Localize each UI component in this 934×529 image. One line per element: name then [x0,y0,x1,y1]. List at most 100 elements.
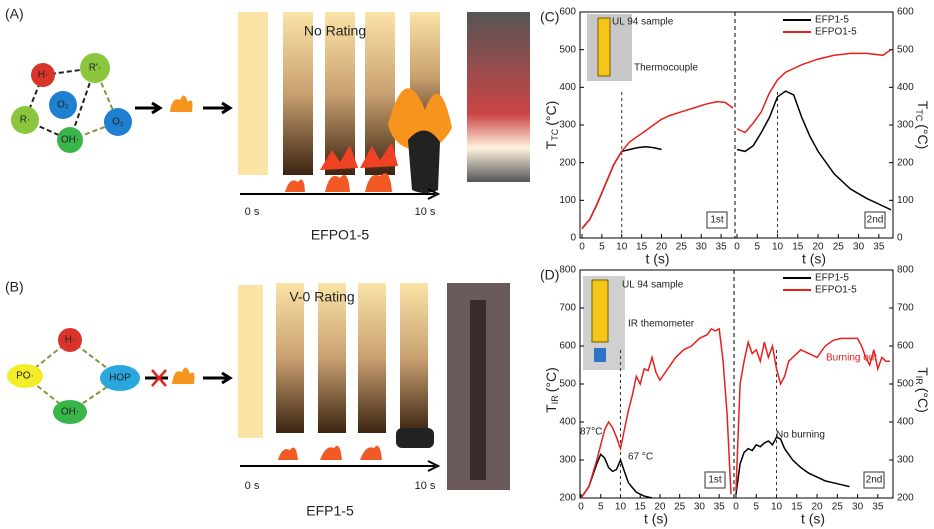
sample-strip [318,283,346,433]
y2-tick-label: 600 [897,341,914,352]
flame-icon [170,95,193,112]
axis-title-part: IR [914,376,924,386]
node-label: O₂ [112,117,124,128]
axis-title-part: (°C) [543,101,559,126]
flames [285,173,392,192]
x-tick-label: 35 [873,242,885,253]
sample-name: EFP1-5 [306,503,354,519]
x-tick-label: 5 [599,242,605,253]
x-tick-label: 15 [636,242,648,253]
x-tick-label: 25 [832,502,844,513]
segment-label: 2nd [867,215,884,226]
axis-title-part: TC [550,128,560,140]
x-tick-label: 30 [853,242,865,253]
rating: No Rating [304,23,366,39]
sample-strip [283,12,313,175]
annotation: IR themometer [628,319,695,330]
panel-label: (C) [540,9,559,25]
node-label: PO· [16,371,34,382]
time-label: 0 s [245,206,260,218]
y-tick-label: 300 [559,120,576,131]
node [7,364,43,388]
y-tick-label: 800 [559,265,576,276]
x-tick-label: 5 [598,502,604,513]
x-tick-label: 5 [753,502,759,513]
x-tick-label: 35 [872,502,884,513]
x-tick-label: 25 [674,502,686,513]
sample-strip [400,283,428,433]
y2-tick-label: 0 [897,233,903,244]
segment-label-box [863,471,885,489]
x-tick-label: 20 [812,242,824,253]
timeline [240,188,441,200]
panel-label: (D) [540,267,559,283]
arrow [203,101,233,115]
axis-title-part: T [915,101,931,110]
annotation: Burning out [826,353,877,364]
node [104,108,132,136]
inset-sensor [594,348,606,362]
x-tick-label: 35 [714,502,726,513]
x-tick-label: 10 [616,242,628,253]
rating: V-0 Rating [289,289,354,305]
panel-a: (A) H· R'· O₂ R· OH· O₂ No Rating 0 s 10… [5,6,530,243]
x-axis-title: t (s) [644,511,668,527]
x-tick-label: 15 [791,502,803,513]
arrow [135,101,163,115]
time-label: 10 s [415,480,436,492]
segment-label: 2nd [866,475,883,486]
annotation: Thermocouple [634,63,698,74]
legend-label: EFPO1-5 [815,27,857,38]
axis-title-part: TC [914,109,924,121]
segment-label-box [864,211,886,229]
y2-tick-label: 400 [897,82,914,93]
series-line [735,436,850,495]
sample-strip [358,283,386,433]
x-tick-label: 0 [734,242,740,253]
x-axis-title: t (s) [645,251,669,267]
legend-label: EFP1-5 [815,15,849,26]
blocked [151,369,167,387]
y2-tick-label: 500 [897,44,914,55]
panel-b: (B) H· PO· HOP OH· V-0 Rating 0 s 10 s E… [5,279,510,519]
axis-title: TIR (°C) [543,367,561,413]
node [31,63,55,87]
panel-label: (B) [5,279,24,295]
inset-sample [591,279,609,343]
series-line [735,337,890,491]
y2-tick-label: 200 [897,157,914,168]
series-line [580,453,653,499]
x-tick-label: 25 [676,242,688,253]
node-label: O₂ [57,100,69,111]
x-tick-label: 5 [754,242,760,253]
segment-label-box [704,471,726,489]
y2-tick-label: 100 [897,195,914,206]
y2-tick-label: 400 [897,417,914,428]
y-tick-label: 700 [559,303,576,314]
axis-title: TTC (°C) [543,101,561,150]
legend-label: EFP1-5 [815,273,849,284]
x-tick-label: 35 [716,242,728,253]
annotation: 87°C [580,427,602,438]
y2-tick-label: 700 [897,303,914,314]
x-axis-title: t (s) [801,511,825,527]
x-tick-label: 10 [772,242,784,253]
x-tick-label: 0 [733,502,739,513]
flames [320,142,398,170]
sample-strip [238,285,263,438]
annotation: No burning [776,430,825,441]
node [58,328,82,352]
node-label: R'· [89,63,101,74]
panel-label: (A) [5,6,24,22]
x-tick-label: 15 [635,502,647,513]
arrow [203,371,233,385]
annotation: UL 94 sample [622,280,684,291]
inset-sample [597,17,611,77]
axis-title-part: T [543,404,559,413]
y2-tick-label: 800 [897,265,914,276]
node-label: OH· [61,135,79,146]
node [100,365,140,391]
node-label: H· [65,335,76,346]
segment-label: 1st [708,475,722,486]
y-tick-label: 0 [570,233,576,244]
